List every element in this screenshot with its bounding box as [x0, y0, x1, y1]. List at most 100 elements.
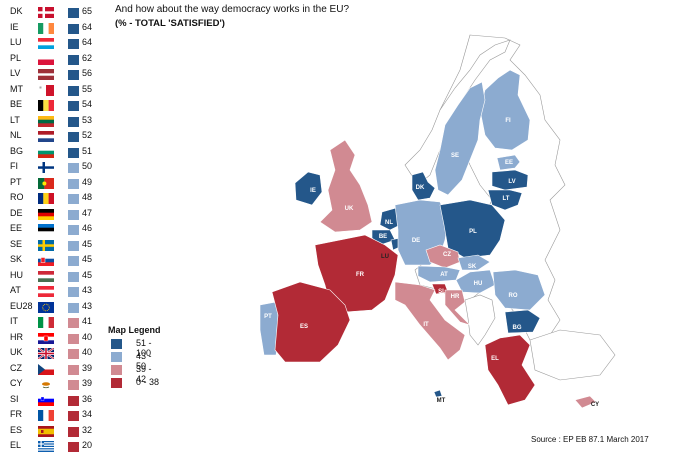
country-row-ro: RO 48 [8, 191, 100, 207]
flag-icon-se [38, 239, 54, 251]
chart-title: And how about the way democracy works in… [115, 4, 350, 15]
category-swatch [68, 23, 79, 34]
category-swatch [68, 411, 79, 421]
satisfied-value: 43 [82, 285, 93, 295]
satisfied-value: 20 [82, 440, 93, 450]
flag-icon-fr [38, 410, 54, 421]
satisfied-value: 65 [82, 6, 93, 16]
satisfied-value: 39 [82, 378, 93, 388]
country-code: RO [10, 192, 24, 202]
flag-icon-hr [38, 332, 54, 344]
map-label-se: SE [451, 153, 459, 159]
turkey-land [529, 329, 616, 381]
country-code: FI [10, 161, 18, 171]
country-code: IE [10, 21, 19, 32]
country-row-mt: MT 55 [8, 83, 100, 99]
country-code: IT [10, 316, 18, 326]
category-swatch [68, 442, 79, 452]
country-row-lt: LT 53 [8, 114, 100, 130]
country-row-lu: LU 64 [8, 36, 100, 52]
satisfied-value: 47 [82, 207, 93, 218]
satisfied-value: 43 [82, 300, 93, 311]
category-swatch [68, 364, 79, 375]
country-code: DE [10, 207, 23, 218]
flag-icon-nl [38, 131, 54, 142]
country-shape-hr [444, 289, 471, 326]
category-swatch [68, 101, 79, 111]
country-shape-el [484, 334, 536, 406]
map-label-lu: LU [381, 254, 389, 260]
map-label-sk: SK [468, 264, 477, 270]
category-swatch [68, 194, 79, 204]
map-label-ee: EE [505, 160, 513, 166]
country-code: UK [10, 347, 23, 357]
category-swatch [68, 240, 79, 251]
flag-icon-es [38, 425, 54, 437]
source-note: Source : EP EB 87.1 March 2017 [531, 435, 649, 444]
country-row-fr: FR 34 [8, 408, 100, 424]
map-label-fi: FI [505, 118, 511, 124]
country-row-uk: UK 40 [8, 346, 100, 362]
satisfied-value: 45 [82, 269, 93, 280]
country-shape-mt [433, 389, 443, 398]
country-code: BG [10, 145, 24, 156]
country-code: SK [10, 254, 23, 264]
category-swatch [68, 163, 79, 173]
country-code: EL [10, 440, 22, 450]
category-swatch [68, 132, 79, 142]
country-shape-uk [319, 139, 373, 233]
country-code: SE [10, 238, 23, 249]
satisfied-value: 53 [82, 114, 93, 125]
country-row-cy: CY 39 [8, 377, 100, 393]
flag-icon-ee [38, 224, 54, 235]
category-swatch [68, 318, 79, 328]
legend-swatch [111, 339, 122, 349]
country-row-it: IT 41 [8, 315, 100, 331]
flag-icon-sk [38, 255, 54, 266]
map-label-hu: HU [474, 281, 483, 287]
satisfied-value: 49 [82, 176, 93, 187]
category-swatch [68, 333, 79, 344]
country-row-el: EL 20 [8, 439, 100, 455]
country-row-pl: PL 62 [8, 52, 100, 68]
satisfied-value: 32 [82, 424, 93, 435]
category-swatch [68, 39, 79, 49]
country-row-hu: HU 45 [8, 269, 100, 285]
flag-icon-bg [38, 146, 54, 158]
country-row-eu28: EU28 43 [8, 300, 100, 316]
country-shape-fr [314, 234, 399, 313]
country-row-be: BE 54 [8, 98, 100, 114]
flag-icon-dk [38, 7, 54, 18]
map-label-cy: CY [591, 402, 599, 408]
legend-items: 51 - 100 43 - 50 39 - 42 0 - 38 [108, 338, 161, 390]
satisfied-value: 64 [82, 37, 93, 47]
country-shape-cy [574, 395, 597, 409]
country-row-bg: BG 51 [8, 145, 100, 161]
satisfied-value: 54 [82, 99, 93, 109]
country-shape-es [271, 281, 351, 363]
legend-label: 51 - 100 [136, 338, 152, 358]
norway-land [404, 39, 511, 186]
legend-label: 43 - 50 [136, 351, 152, 371]
map-label-nl: NL [385, 220, 393, 226]
satisfied-value: 48 [82, 192, 93, 202]
satisfied-value: 40 [82, 347, 93, 357]
category-swatch [68, 395, 79, 406]
flag-icon-cy [38, 379, 54, 390]
flag-icon-lu [38, 38, 54, 49]
category-swatch [68, 8, 79, 18]
legend-swatch [111, 352, 122, 362]
map-label-ro: RO [509, 293, 518, 299]
country-row-es: ES 32 [8, 424, 100, 440]
map-label-dk: DK [416, 185, 425, 191]
map-label-bg: BG [513, 325, 522, 331]
flag-icon-ie [38, 22, 54, 34]
country-code: BE [10, 99, 23, 109]
country-code: SI [10, 393, 19, 404]
country-shape-it [394, 281, 466, 361]
map-legend: Map Legend 51 - 100 43 - 50 39 - 42 0 - 38 [108, 325, 161, 390]
country-code: PT [10, 176, 22, 187]
country-row-lv: LV 56 [8, 67, 100, 83]
country-row-se: SE 45 [8, 238, 100, 254]
flag-icon-mt [38, 84, 54, 96]
